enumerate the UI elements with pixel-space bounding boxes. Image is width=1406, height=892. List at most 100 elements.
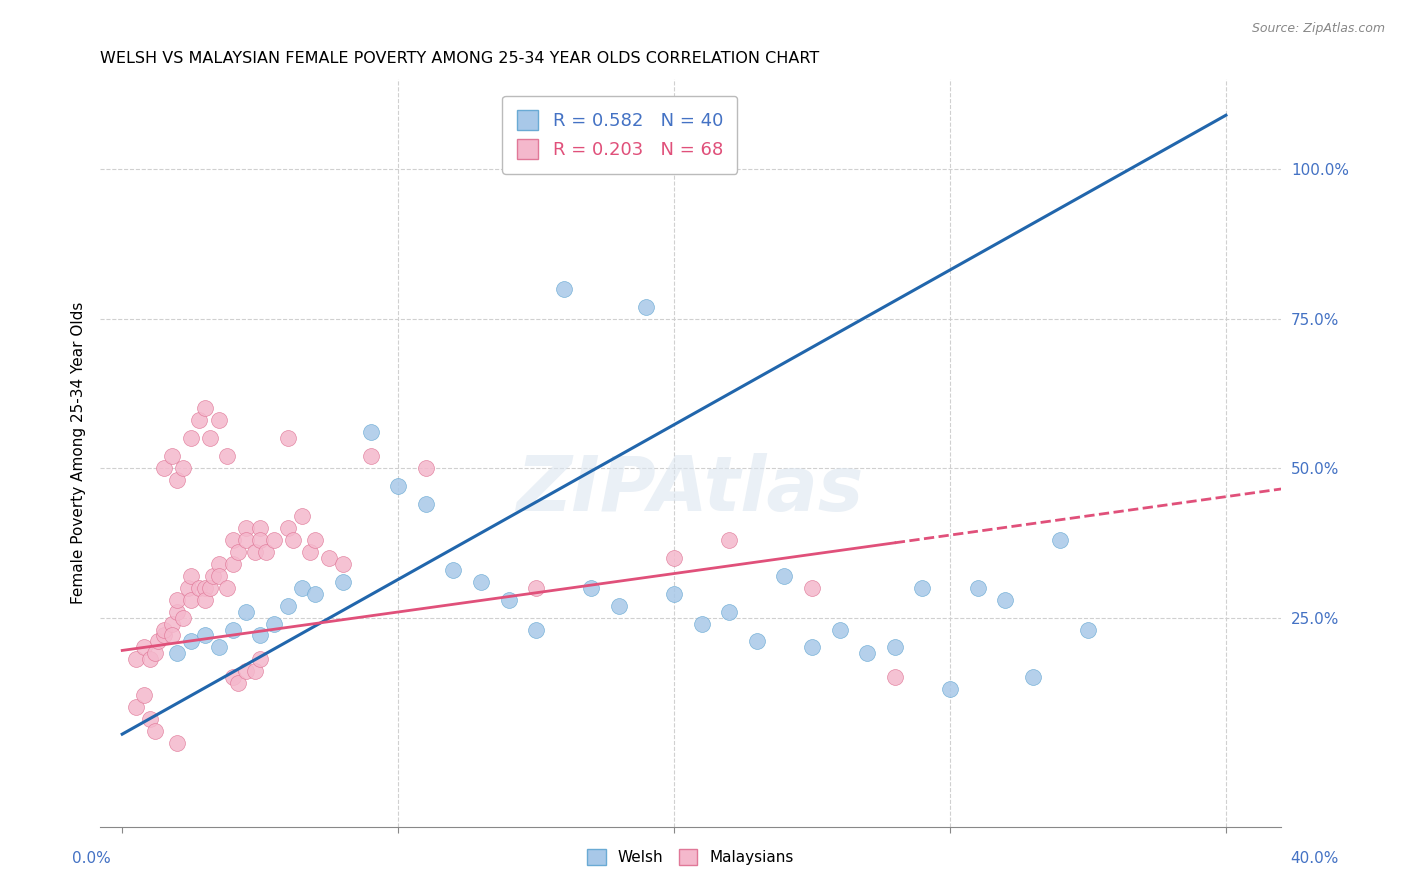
- Point: [221, 670, 243, 684]
- Point: [177, 581, 200, 595]
- Point: [801, 581, 824, 595]
- Point: [208, 557, 231, 571]
- Point: [188, 413, 211, 427]
- Point: [828, 623, 851, 637]
- Point: [441, 563, 464, 577]
- Point: [125, 652, 148, 666]
- Point: [235, 665, 257, 679]
- Point: [318, 550, 340, 565]
- Point: [152, 623, 174, 637]
- Point: [180, 431, 202, 445]
- Point: [188, 581, 211, 595]
- Point: [856, 647, 879, 661]
- Point: [166, 647, 188, 661]
- Point: [360, 449, 382, 463]
- Text: WELSH VS MALAYSIAN FEMALE POVERTY AMONG 25-34 YEAR OLDS CORRELATION CHART: WELSH VS MALAYSIAN FEMALE POVERTY AMONG …: [100, 51, 820, 66]
- Point: [332, 574, 354, 589]
- Point: [636, 300, 658, 314]
- Point: [277, 431, 299, 445]
- Y-axis label: Female Poverty Among 25-34 Year Olds: Female Poverty Among 25-34 Year Olds: [72, 301, 86, 604]
- Point: [773, 568, 796, 582]
- Point: [200, 431, 222, 445]
- Point: [249, 652, 271, 666]
- Point: [607, 599, 630, 613]
- Point: [215, 581, 238, 595]
- Point: [194, 592, 217, 607]
- Point: [690, 616, 713, 631]
- Point: [152, 461, 174, 475]
- Point: [180, 592, 202, 607]
- Point: [235, 605, 257, 619]
- Point: [235, 521, 257, 535]
- Point: [139, 712, 162, 726]
- Point: [277, 521, 299, 535]
- Point: [125, 700, 148, 714]
- Point: [718, 533, 741, 547]
- Point: [304, 586, 326, 600]
- Point: [221, 623, 243, 637]
- Point: [415, 497, 437, 511]
- Point: [152, 628, 174, 642]
- Point: [498, 592, 520, 607]
- Point: [662, 586, 685, 600]
- Point: [143, 647, 166, 661]
- Point: [243, 665, 266, 679]
- Point: [143, 724, 166, 739]
- Point: [1049, 533, 1071, 547]
- Point: [200, 581, 222, 595]
- Point: [283, 533, 305, 547]
- Point: [180, 568, 202, 582]
- Point: [662, 550, 685, 565]
- Point: [235, 533, 257, 547]
- Point: [249, 533, 271, 547]
- Point: [139, 652, 162, 666]
- Point: [801, 640, 824, 655]
- Point: [221, 557, 243, 571]
- Point: [226, 676, 249, 690]
- Point: [332, 557, 354, 571]
- Point: [290, 508, 312, 523]
- Point: [160, 616, 183, 631]
- Point: [221, 533, 243, 547]
- Point: [172, 610, 194, 624]
- Point: [194, 401, 217, 416]
- Point: [180, 634, 202, 648]
- Point: [581, 581, 603, 595]
- Point: [194, 628, 217, 642]
- Point: [194, 581, 217, 595]
- Point: [470, 574, 492, 589]
- Point: [524, 623, 547, 637]
- Point: [718, 605, 741, 619]
- Point: [134, 688, 156, 702]
- Point: [939, 682, 962, 697]
- Point: [277, 599, 299, 613]
- Point: [263, 533, 285, 547]
- Point: [1022, 670, 1045, 684]
- Point: [134, 640, 156, 655]
- Text: 40.0%: 40.0%: [1291, 851, 1339, 865]
- Point: [290, 581, 312, 595]
- Point: [166, 592, 188, 607]
- Text: Source: ZipAtlas.com: Source: ZipAtlas.com: [1251, 22, 1385, 36]
- Point: [208, 640, 231, 655]
- Point: [883, 670, 905, 684]
- Point: [166, 736, 188, 750]
- Text: ZIPAtlas: ZIPAtlas: [517, 453, 865, 527]
- Point: [172, 461, 194, 475]
- Point: [360, 425, 382, 439]
- Point: [553, 282, 575, 296]
- Point: [387, 479, 409, 493]
- Legend: R = 0.582   N = 40, R = 0.203   N = 68: R = 0.582 N = 40, R = 0.203 N = 68: [502, 95, 737, 174]
- Point: [298, 545, 321, 559]
- Point: [415, 461, 437, 475]
- Point: [1077, 623, 1099, 637]
- Point: [304, 533, 326, 547]
- Point: [208, 568, 231, 582]
- Point: [160, 628, 183, 642]
- Point: [883, 640, 905, 655]
- Point: [966, 581, 988, 595]
- Point: [249, 521, 271, 535]
- Point: [166, 473, 188, 487]
- Point: [254, 545, 277, 559]
- Text: 0.0%: 0.0%: [72, 851, 111, 865]
